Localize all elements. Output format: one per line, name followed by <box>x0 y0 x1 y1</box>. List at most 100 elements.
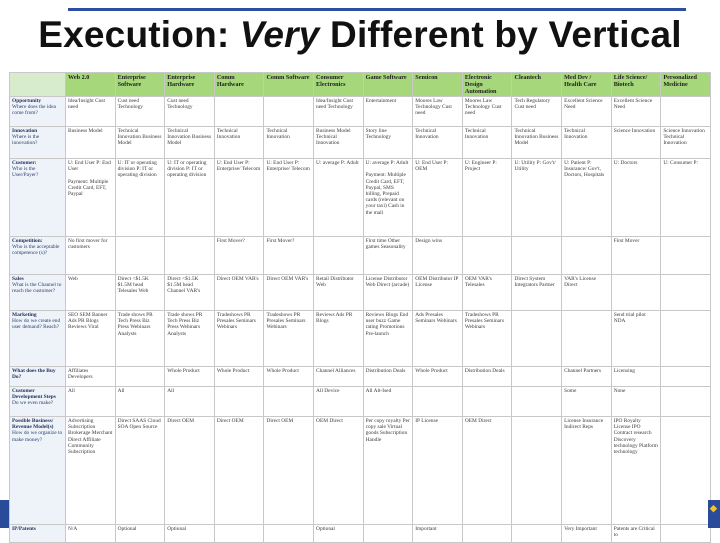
table-cell: First time Other games Seasonality <box>362 236 414 275</box>
table-cell: Channel Partners <box>561 366 612 387</box>
table-cell: U: Patient P: Insurance/ Gov't, Doctors,… <box>561 158 612 237</box>
table-cell: U: IT or operating division P: IT or ope… <box>164 158 215 237</box>
row-header-label: Possible Business/ Revenue Model(s) <box>12 418 54 431</box>
table-cell <box>561 310 612 367</box>
table-cell: License Insurance Indirect Reps <box>561 416 612 525</box>
table-cell: U: IT or operating division P: IT or ope… <box>114 158 166 237</box>
table-cell: Direct OEM <box>213 416 265 525</box>
table-cell: Technical Innovation <box>561 126 612 159</box>
table-cell: U: average P: Adult Payment: Multiple Cr… <box>362 158 414 237</box>
table-cell: Science Innovation Technical Innovation <box>660 126 711 159</box>
table-cell: All <box>114 386 166 417</box>
table-cell: Business Model Technical Innovation <box>313 126 364 159</box>
title-rule <box>68 8 686 11</box>
table-cell: U: Utility P: Gov't/ Utility <box>511 158 563 237</box>
table-cell: OEM VAR's Telesales <box>461 274 513 311</box>
table-cell: Direct <$1.5K $1.5M head Telesales Web <box>114 274 166 311</box>
vertical-comparison-table: Web 2.0 Enterprise Software Enterprise Har… <box>9 72 711 543</box>
row-header-subtitle: Where is the innovation? <box>12 134 40 147</box>
table-cell <box>461 386 513 417</box>
table-row: Competition: Who is the acceptable compet… <box>9 236 711 275</box>
table-cell: Whole Product <box>263 366 315 387</box>
table-cell <box>213 96 265 127</box>
table-cell: Channel Alliances <box>313 366 364 387</box>
table-cell: License Distributor Web Direct (arcade) <box>362 274 414 311</box>
table-cell: No first mover for customers <box>65 236 116 275</box>
table-row: Sales What is the Channel to reach the cu… <box>9 274 711 311</box>
table-cell <box>114 366 166 387</box>
table-cell: Direct OEM VAR's <box>263 274 315 311</box>
table-cell: Whole Product <box>412 366 463 387</box>
table-cell: SEO SEM Banner Ads PR Blogs Reviews Vira… <box>65 310 116 367</box>
table-row: Innovation Where is the innovation? Busine… <box>9 126 711 159</box>
table-cell <box>660 366 711 387</box>
table-cell: U: End User P: Enterprise/ Telecom <box>213 158 265 237</box>
row-header-subtitle: Who is the acceptable competence (s)? <box>12 244 60 257</box>
table-cell <box>461 236 513 275</box>
title-emphasis: Very <box>239 14 320 55</box>
table-cell: Science Innovation <box>610 126 662 159</box>
table-cell: Moores Law Technology Cust need <box>412 96 463 127</box>
table-cell: Technical Innovation Business Model <box>164 126 215 159</box>
row-header-subtitle: How do we create end user demand? Reach? <box>12 318 61 331</box>
footer-right-bar: ◆ <box>708 500 720 528</box>
table-cell: OEM Direct <box>461 416 513 525</box>
table-cell: Tradeshows PR Presales Seminars Webinars <box>461 310 513 367</box>
table-cell: Tradeshows PR Presales Seminars Webinars <box>213 310 265 367</box>
column-header: Consumer Electronics <box>313 72 364 97</box>
row-header-label: Sales <box>12 276 24 282</box>
table-row: What does the Buy Do? Affiliates Develope… <box>9 366 711 387</box>
table-cell: Trade shows PR Tech Press Biz Press Webi… <box>114 310 166 367</box>
row-header-subtitle: How do we organize to make money? <box>12 430 63 443</box>
column-header: Personalized Medicine <box>660 72 711 97</box>
table-cell: Technical Innovation <box>263 126 315 159</box>
table-cell: Idea/Insight Cust need <box>65 96 116 127</box>
column-header: Enterprise Software <box>114 72 166 97</box>
table-row: Marketing How do we create end user deman… <box>9 310 711 367</box>
table-row: IP/Patents N/A Optional Optional Optional Imp… <box>9 524 711 543</box>
table-cell: U: Engineer P: Project <box>461 158 513 237</box>
row-header-label: Competition: <box>12 238 43 244</box>
row-header: Marketing How do we create end user deman… <box>9 310 66 367</box>
row-header-subtitle: Do we even make? <box>12 400 54 407</box>
table-cell: IPO Royalty License IPO Contract researc… <box>610 416 662 525</box>
table-row: Possible Business/ Revenue Model(s) How d… <box>9 416 711 525</box>
table-cell: Excellent Science Need <box>610 96 662 127</box>
table-header-row: Web 2.0 Enterprise Software Enterprise Har… <box>9 72 711 97</box>
table-cell: None <box>610 386 662 417</box>
table-cell <box>511 366 563 387</box>
header-corner <box>9 72 66 97</box>
row-header: Sales What is the Channel to reach the cu… <box>9 274 66 311</box>
table-cell: Licensing <box>610 366 662 387</box>
table-cell: Direct System Integrators Partner <box>511 274 563 311</box>
table-cell: Cust need Technology <box>164 96 215 127</box>
table-cell: Reviews Ads PR Blogs <box>313 310 364 367</box>
row-header-label: Opportunity <box>12 98 42 104</box>
slide-title: Execution: Very Different by Vertical <box>0 14 720 56</box>
row-header: Opportunity Where does the idea come from… <box>9 96 66 127</box>
column-header: Life Science/ Biotech <box>610 72 662 97</box>
row-header-label: Marketing <box>12 312 37 318</box>
column-header: Web 2.0 <box>65 72 116 97</box>
table-cell: U: End User P: End User Payment: Multipl… <box>65 158 116 237</box>
table-cell <box>561 236 612 275</box>
row-header: Possible Business/ Revenue Model(s) How d… <box>9 416 66 525</box>
table-cell <box>263 96 315 127</box>
table-cell: All Alt-Ised <box>362 386 414 417</box>
table-cell: U: Doctors <box>610 158 662 237</box>
table-row: Opportunity Where does the idea come from… <box>9 96 711 127</box>
footer-logo-icon: ◆ <box>710 503 717 513</box>
title-part1: Execution: <box>38 14 240 55</box>
table-cell: All Device <box>313 386 364 417</box>
table-cell: Cust need Technology <box>114 96 166 127</box>
footer-left-bar <box>0 500 9 528</box>
table-cell: All <box>65 386 116 417</box>
table-cell: Business Model <box>65 126 116 159</box>
table-cell: Story line Technology <box>362 126 414 159</box>
table-cell <box>660 236 711 275</box>
row-header: Customer Development Steps Do we even mak… <box>9 386 66 417</box>
table-cell: Web <box>65 274 116 311</box>
row-header-subtitle: Who is the User/Payer? <box>12 166 39 179</box>
table-cell: Direct OEM VAR's <box>213 274 265 311</box>
table-cell <box>412 386 463 417</box>
